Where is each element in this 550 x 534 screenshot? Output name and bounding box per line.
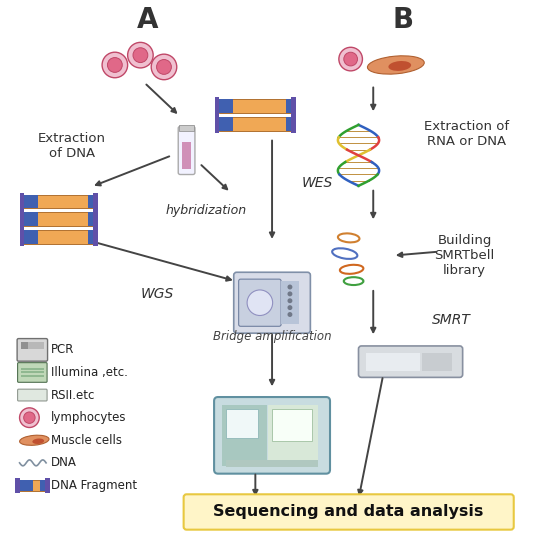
Ellipse shape [32,438,44,444]
FancyBboxPatch shape [214,397,330,474]
Bar [182,142,191,169]
Bar [422,353,452,371]
Bar [20,375,44,378]
Bar [89,195,94,208]
Bar [214,97,219,115]
Bar [222,405,267,466]
Text: A: A [136,6,158,34]
Bar [179,125,194,131]
Bar [287,99,291,113]
Bar [20,372,44,373]
Ellipse shape [20,435,49,445]
Bar [219,99,233,113]
Text: DNA: DNA [51,457,77,469]
Bar [45,478,50,493]
Bar [291,97,296,115]
Text: Bridge amplification: Bridge amplification [213,330,331,343]
FancyBboxPatch shape [178,127,195,175]
Text: RSII.etc: RSII.etc [51,389,95,402]
Text: Sequencing and data analysis: Sequencing and data analysis [213,505,484,520]
Bar [219,117,233,131]
Text: Extraction
of DNA: Extraction of DNA [37,131,106,160]
Bar [287,117,291,131]
FancyBboxPatch shape [234,272,310,333]
Text: hybridization: hybridization [166,205,247,217]
Text: lymphocytes: lymphocytes [51,411,126,424]
FancyBboxPatch shape [239,279,281,326]
Bar [94,228,98,246]
Bar [226,460,318,467]
Bar [20,210,25,228]
FancyBboxPatch shape [184,494,514,530]
Bar [94,210,98,228]
Bar [25,195,39,208]
Text: SMRT: SMRT [432,313,471,327]
Ellipse shape [367,56,424,74]
Bar [20,342,44,349]
FancyBboxPatch shape [17,339,47,361]
Bar [24,213,94,226]
Bar [214,115,219,133]
Ellipse shape [388,61,411,71]
Bar [268,405,318,466]
Bar [15,478,20,493]
Text: B: B [392,6,413,34]
Text: PCR: PCR [51,343,74,356]
Text: WES: WES [301,176,333,190]
Circle shape [20,408,39,428]
Bar [20,193,25,210]
Bar [226,409,258,438]
Circle shape [344,52,358,66]
Bar [20,367,44,370]
Circle shape [288,299,293,303]
Circle shape [133,48,148,62]
Text: WGS: WGS [140,287,174,301]
Bar [218,99,292,113]
Bar [89,230,94,244]
Text: Illumina ,etc.: Illumina ,etc. [51,366,128,379]
FancyBboxPatch shape [359,346,463,378]
Text: Building
SMRTbell
library: Building SMRTbell library [434,234,495,277]
Circle shape [102,52,128,78]
FancyBboxPatch shape [18,389,47,401]
Text: Muscle cells: Muscle cells [51,434,122,447]
Bar [20,480,34,491]
Bar [20,342,29,349]
Text: Extraction of
RNA or DNA: Extraction of RNA or DNA [424,120,509,148]
Bar [24,195,94,208]
Circle shape [24,412,35,423]
Circle shape [339,48,362,71]
Circle shape [107,58,122,73]
Bar [366,353,420,371]
Circle shape [288,292,293,296]
Circle shape [128,42,153,68]
Bar [25,230,39,244]
Circle shape [247,290,273,316]
Bar [20,228,25,246]
Bar [40,480,45,491]
Bar [291,115,296,133]
Bar [25,213,39,226]
Bar [272,409,312,441]
Bar [218,117,292,131]
FancyBboxPatch shape [18,363,47,382]
Text: DNA Fragment: DNA Fragment [51,479,137,492]
Bar [19,480,46,491]
Bar [94,193,98,210]
Bar [24,230,94,244]
Circle shape [151,54,177,80]
Circle shape [157,59,172,74]
Bar [281,281,299,324]
Bar [89,213,94,226]
Circle shape [288,305,293,310]
Circle shape [288,285,293,289]
Circle shape [288,312,293,317]
